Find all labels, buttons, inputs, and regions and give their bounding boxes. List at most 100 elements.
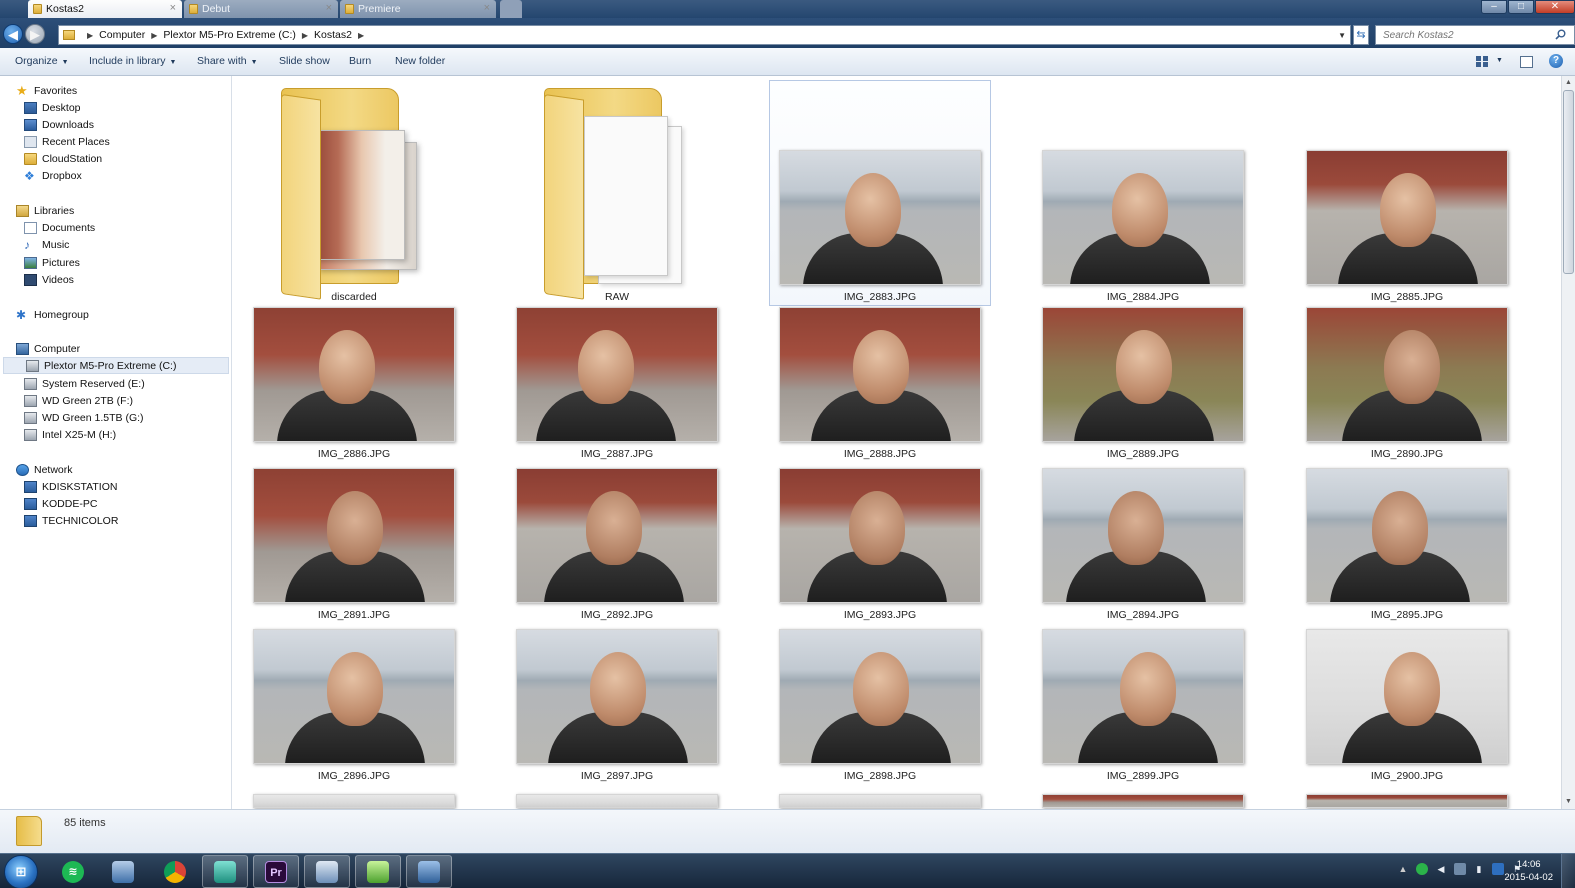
help-icon[interactable]: ? [1549,54,1563,68]
file-item[interactable]: IMG_2896.JPG [243,629,465,789]
folder-item-discarded[interactable]: discarded [243,80,465,306]
tab-premiere[interactable]: Premiere × [340,0,496,18]
minimize-button[interactable]: – [1481,0,1507,14]
nav-libraries[interactable]: Libraries [16,202,74,219]
file-item[interactable]: IMG_2886.JPG [243,307,465,467]
view-options-icon[interactable] [1476,56,1488,67]
file-item-partial[interactable] [506,794,728,809]
file-item[interactable]: IMG_2888.JPG [769,307,991,467]
nav-dropbox[interactable]: ❖ Dropbox [24,167,82,184]
chevron-right-icon[interactable]: ▶ [357,30,365,40]
nav-network[interactable]: Network [16,461,73,478]
chevron-right-icon[interactable]: ▶ [151,30,158,40]
nav-drive-h[interactable]: Intel X25-M (H:) [24,426,116,443]
close-window-button[interactable]: ✕ [1535,0,1575,14]
flag-icon[interactable]: ⚑ [1512,864,1522,874]
volume-icon[interactable]: ◀ [1437,864,1445,874]
nav-drive-e[interactable]: System Reserved (E:) [24,375,145,392]
search-icon[interactable] [1555,29,1566,40]
taskbar-utility[interactable] [355,855,401,888]
tab-debut[interactable]: Debut × [184,0,338,18]
file-item-partial[interactable] [769,794,991,809]
maximize-button[interactable]: □ [1508,0,1534,14]
file-item[interactable]: IMG_2900.JPG [1296,629,1518,789]
vertical-scrollbar[interactable]: ▲ ▼ [1561,76,1575,809]
chevron-right-icon[interactable]: ▶ [301,30,309,40]
file-item[interactable]: IMG_2890.JPG [1296,307,1518,467]
folder-item-raw[interactable]: RAW [506,80,728,306]
breadcrumb-folder[interactable]: Kostas2 [314,29,352,41]
sync-icon[interactable] [1416,863,1428,875]
file-item[interactable]: IMG_2892.JPG [506,468,728,628]
nav-cloudstation[interactable]: CloudStation [24,150,102,167]
scroll-up-icon[interactable]: ▲ [1565,79,1572,86]
share-with-button[interactable]: Share with ▼ [197,55,258,67]
file-item[interactable]: IMG_2894.JPG [1032,468,1254,628]
taskbar-spotify[interactable]: ≋ [50,855,96,888]
scrollbar-thumb[interactable] [1563,90,1574,274]
signal-icon[interactable]: ▮ [1476,864,1482,874]
preview-pane-icon[interactable] [1520,56,1533,68]
nav-homegroup[interactable]: ✱ Homegroup [16,306,89,323]
taskbar-video[interactable] [406,855,452,888]
nav-documents[interactable]: Documents [24,219,95,236]
nav-computer[interactable]: Computer [16,340,80,357]
security-icon[interactable] [1492,863,1504,875]
file-item[interactable]: IMG_2887.JPG [506,307,728,467]
new-folder-button[interactable]: New folder [395,55,446,67]
file-item[interactable]: IMG_2883.JPG [769,80,991,306]
nav-recent-places[interactable]: Recent Places [24,133,110,150]
breadcrumb-drive[interactable]: Plextor M5-Pro Extreme (C:) [163,29,296,41]
start-button[interactable]: ⊞ [4,855,38,888]
search-input[interactable] [1375,25,1575,45]
close-icon[interactable]: × [483,2,490,14]
file-item[interactable]: IMG_2891.JPG [243,468,465,628]
include-in-library-button[interactable]: Include in library ▼ [89,55,176,67]
chevron-up-icon[interactable]: ▲ [1398,864,1408,874]
taskbar-explorer[interactable] [100,855,146,888]
file-item[interactable]: IMG_2898.JPG [769,629,991,789]
nav-desktop[interactable]: Desktop [24,99,81,116]
nav-drive-g[interactable]: WD Green 1.5TB (G:) [24,409,144,426]
taskbar-launcher[interactable] [202,855,248,888]
chevron-down-icon[interactable]: ▼ [1338,31,1346,40]
file-item[interactable]: IMG_2885.JPG [1296,80,1518,306]
file-item[interactable]: IMG_2889.JPG [1032,307,1254,467]
close-icon[interactable]: × [169,2,176,14]
file-item[interactable]: IMG_2899.JPG [1032,629,1254,789]
nav-music[interactable]: ♪ Music [24,236,69,253]
file-item-partial[interactable] [1032,794,1254,809]
close-icon[interactable]: × [325,2,332,14]
slide-show-button[interactable]: Slide show [279,55,330,67]
network-tray-icon[interactable] [1454,863,1466,875]
nav-videos[interactable]: Videos [24,271,74,288]
file-item[interactable]: IMG_2884.JPG [1032,80,1254,306]
new-tab-button[interactable] [500,0,522,18]
nav-kodde-pc[interactable]: KODDE-PC [24,495,97,512]
file-item-partial[interactable] [1296,794,1518,809]
taskbar-chrome[interactable] [152,855,198,888]
nav-pictures[interactable]: Pictures [24,254,80,271]
file-item[interactable]: IMG_2893.JPG [769,468,991,628]
clock[interactable]: 14:06 2015-04-02 [1504,858,1553,884]
file-item-partial[interactable] [243,794,465,809]
forward-button[interactable]: ▶ [25,24,45,44]
address-bar[interactable]: ▶ Computer ▶ Plextor M5-Pro Extreme (C:)… [58,25,1351,45]
refresh-button[interactable]: ⇆ [1353,25,1369,45]
scroll-down-icon[interactable]: ▼ [1565,798,1572,805]
file-item[interactable]: IMG_2897.JPG [506,629,728,789]
tab-kostas2[interactable]: Kostas2 × [28,0,182,18]
burn-button[interactable]: Burn [349,55,372,67]
chevron-down-icon[interactable]: ▼ [1496,57,1503,64]
organize-button[interactable]: Organize ▼ [15,55,69,67]
nav-favorites[interactable]: ★ Favorites [16,82,77,99]
nav-drive-c[interactable]: Plextor M5-Pro Extreme (C:) [3,357,229,374]
breadcrumb-computer[interactable]: Computer [99,29,146,41]
taskbar-media[interactable] [304,855,350,888]
nav-kdiskstation[interactable]: KDISKSTATION [24,478,117,495]
file-item[interactable]: IMG_2895.JPG [1296,468,1518,628]
nav-drive-f[interactable]: WD Green 2TB (F:) [24,392,133,409]
back-button[interactable]: ◀ [3,24,23,44]
show-desktop-button[interactable] [1561,854,1575,888]
nav-downloads[interactable]: Downloads [24,116,94,133]
